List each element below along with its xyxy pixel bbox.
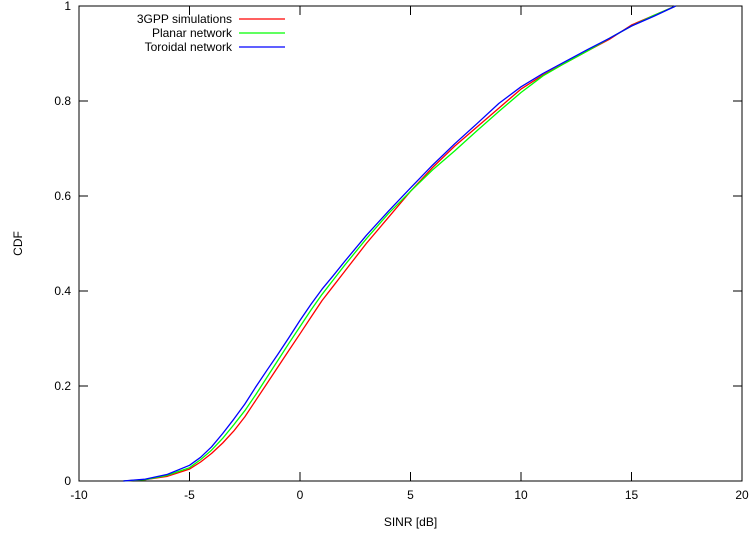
x-tick-label: 20 xyxy=(735,488,749,502)
x-tick-label: 5 xyxy=(407,488,414,502)
axis-tick-labels: -10 -5 0 5 10 15 20 0 0.2 0.4 0.6 0.8 1 xyxy=(54,0,749,502)
series-line-3 xyxy=(123,5,676,482)
y-tick-label: 1 xyxy=(64,0,71,13)
x-tick-label: -5 xyxy=(184,488,195,502)
x-tick-label: -10 xyxy=(70,488,88,502)
series-line-1 xyxy=(123,5,676,482)
y-tick-label: 0.6 xyxy=(54,189,71,203)
y-tick-label: 0 xyxy=(64,474,71,488)
plot-frame xyxy=(78,5,743,482)
y-tick-label: 0.2 xyxy=(54,379,71,393)
x-tick-label: 0 xyxy=(297,488,304,502)
y-tick-label: 0.4 xyxy=(54,284,71,298)
series-group xyxy=(123,5,676,482)
axis-ticks xyxy=(78,5,743,482)
x-tick-label: 15 xyxy=(625,488,639,502)
legend-label: Planar network xyxy=(152,26,233,40)
x-axis-title: SINR [dB] xyxy=(384,515,437,529)
legend-label: 3GPP simulations xyxy=(137,12,232,26)
y-axis-title: CDF xyxy=(11,231,25,256)
x-tick-label: 10 xyxy=(514,488,528,502)
legend-label: Toroidal network xyxy=(145,40,233,54)
y-tick-label: 0.8 xyxy=(54,94,71,108)
series-line-2 xyxy=(123,5,676,482)
